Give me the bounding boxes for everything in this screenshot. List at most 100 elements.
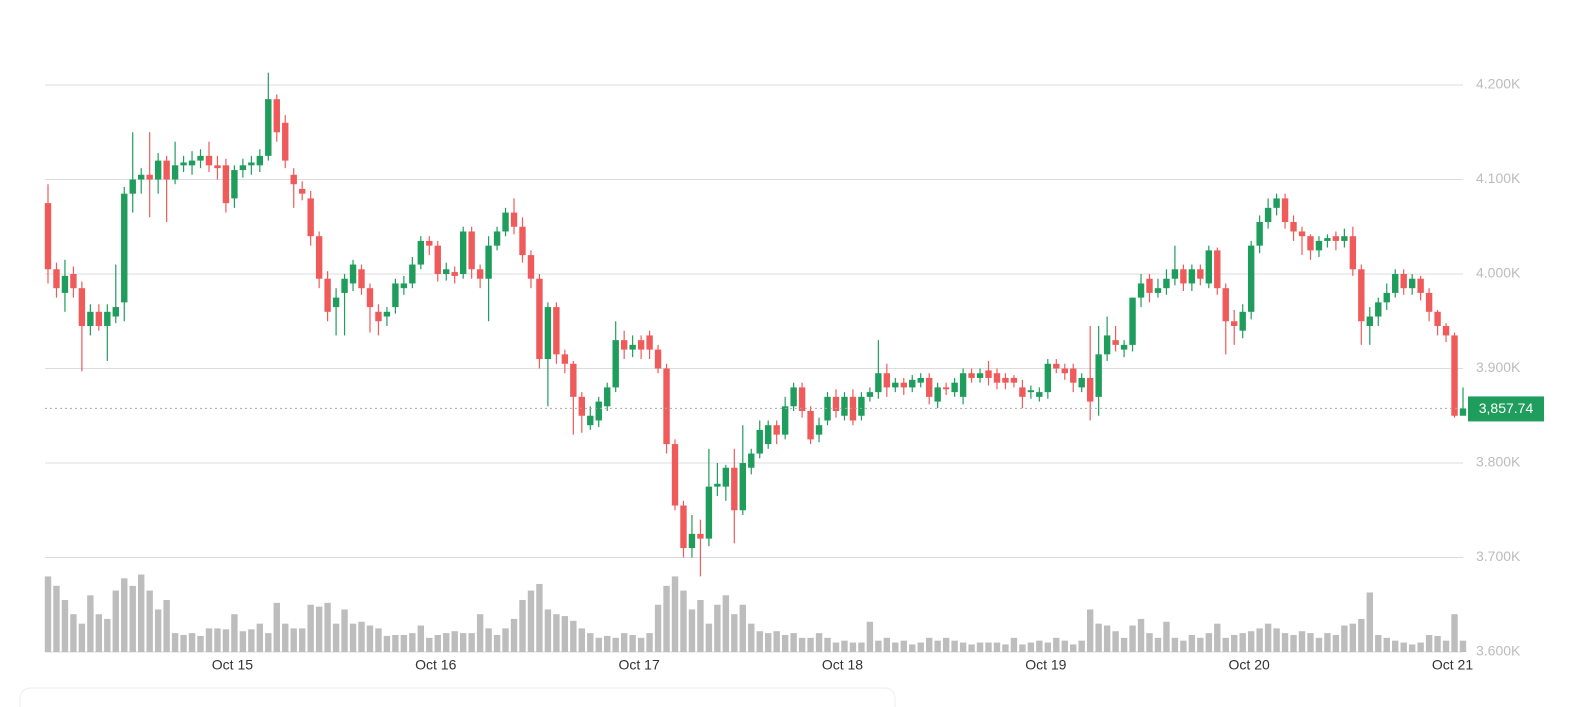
volume-bar [841,640,848,652]
volume-bar [705,623,713,652]
candle-body [663,368,670,445]
volume-bar [544,609,552,652]
candle-body [553,307,560,355]
candle-body [358,269,365,289]
candle-body [680,505,687,549]
volume-bar [1188,634,1196,652]
volume-bar [332,623,340,652]
candle-body [739,463,746,511]
candle-body [646,335,653,350]
candle-body [1349,236,1357,270]
candle-body [790,387,797,407]
candle-body [773,425,780,435]
volume-bar [798,637,806,652]
volume-bar [714,604,721,652]
candle-body [1086,377,1094,402]
candle-body [1273,198,1280,208]
candle-body [256,155,264,166]
volume-bar [1408,644,1416,652]
candle-body [95,311,103,326]
candle-body [443,269,450,274]
volume-bar [1349,623,1357,652]
candle-body [451,272,458,276]
candle-body [883,373,891,388]
candle-body [417,240,425,265]
candle-body [519,226,526,256]
x-tick-label: Oct 19 [1025,657,1066,673]
volume-bar [561,616,569,652]
volume-bar [400,634,408,652]
volume-bar [459,633,467,652]
candle-body [188,160,196,166]
volume-bar [1400,642,1407,652]
volume-bar [256,623,264,652]
volume-bar [417,625,425,652]
volume-bar [722,595,730,652]
candle-body [1281,198,1289,223]
candle-body [578,396,586,416]
candle-body [654,349,662,369]
volume-bar [883,637,891,652]
candle-body [1332,236,1340,241]
volume-bar [790,633,797,652]
candle-body [1188,269,1196,284]
candle-body [222,165,230,204]
candle-body [476,269,484,279]
candle-body [171,165,179,180]
volume-bar [146,590,153,652]
volume-bar [951,640,958,652]
candle-body [1180,269,1187,284]
volume-bar [163,600,170,652]
volume-bar [409,633,416,652]
volume-bar [637,637,645,652]
candle-body [468,231,475,270]
candle-body [307,198,314,237]
candle-body [841,396,848,416]
volume-bar [70,614,77,652]
candle-body [197,155,204,161]
volume-bar [104,618,111,652]
candle-body [146,174,153,180]
volume-bar [1239,633,1246,652]
candle-body [1307,236,1314,251]
candle-body [849,396,857,421]
candle-body [1459,408,1467,416]
volume-bar [239,631,247,652]
candle-body [536,278,543,360]
volume-bar [985,642,992,652]
volume-bar [1307,633,1314,652]
candle-body [265,99,272,156]
candle-body [993,373,1001,383]
candle-body [383,311,391,317]
volume-bar [265,633,272,652]
volume-bar [1061,640,1068,652]
candle-body [434,245,441,274]
candle-body [70,274,77,289]
volume-bar [426,637,433,652]
candle-body [214,165,221,169]
volume-bar [1459,640,1467,652]
candle-body [951,382,958,393]
candle-body [1290,222,1297,232]
candle-body [587,415,594,426]
candle-body [1154,288,1162,293]
volume-bar [1070,644,1077,652]
candle-body [1002,377,1009,383]
volume-bar [154,609,162,652]
volume-bar [214,628,221,652]
volume-bar [570,620,577,652]
candle-body [163,160,170,180]
x-tick-label: Oct 16 [415,657,456,673]
volume-bar [231,614,238,652]
volume-bar [1358,618,1365,652]
candle-body [154,160,162,180]
volume-bar [493,634,501,652]
y-tick-label: 3.900K [1476,359,1521,375]
candle-body [298,188,306,194]
volume-bar [578,628,586,652]
candle-body [349,264,357,284]
candle-body [985,370,992,378]
candle-body [1112,340,1119,345]
candle-body [620,340,628,350]
